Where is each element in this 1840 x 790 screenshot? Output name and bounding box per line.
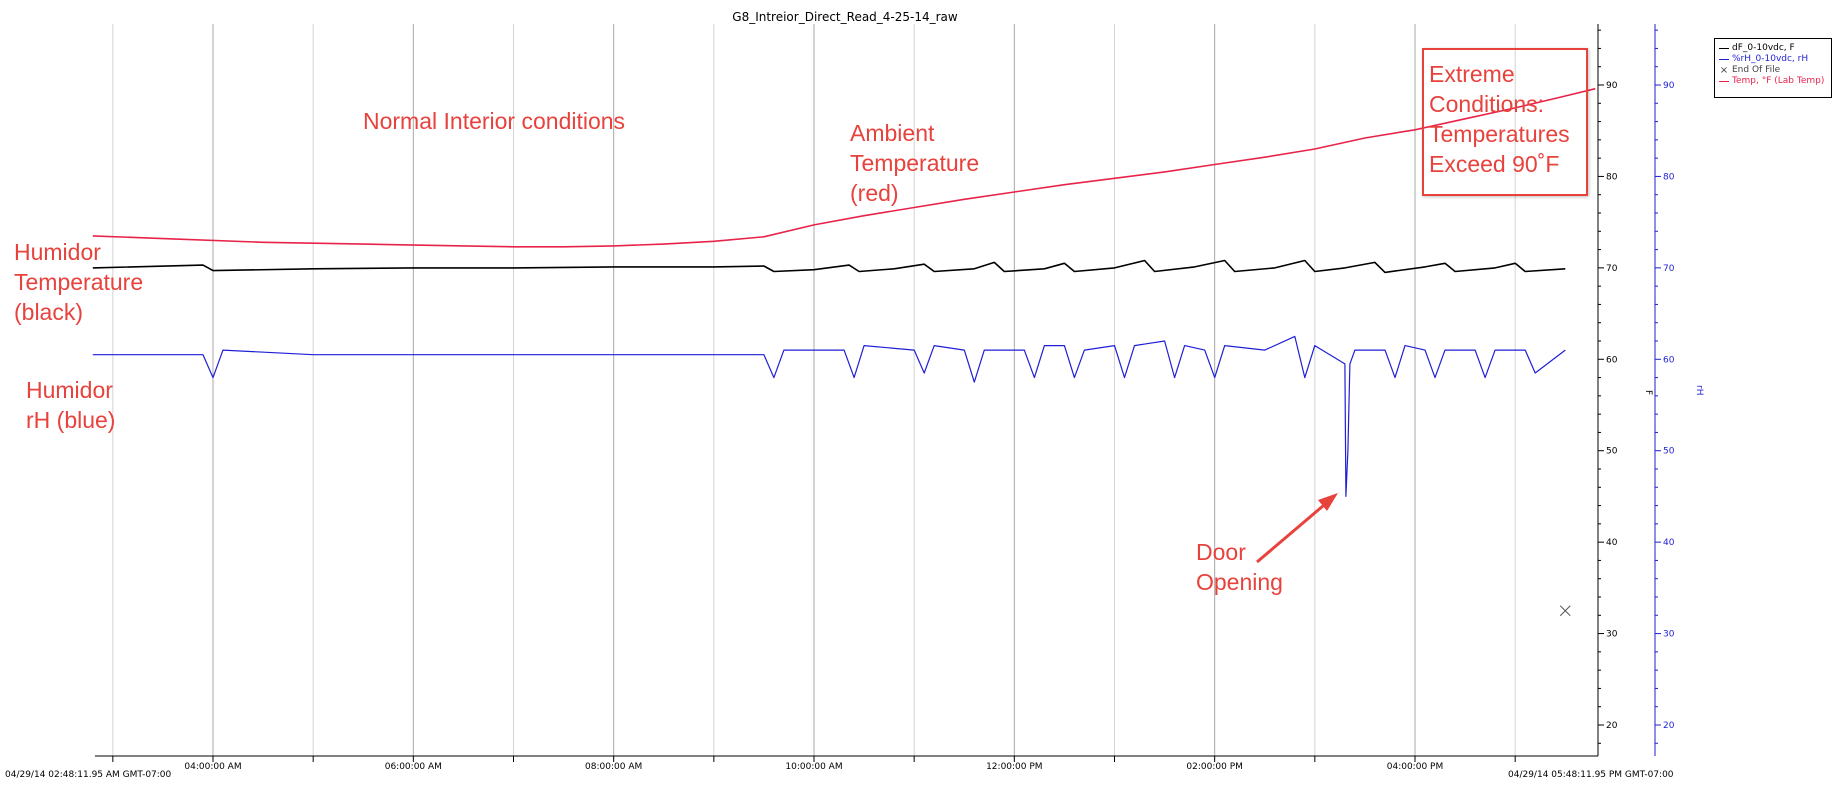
legend-swatch-black: [1719, 48, 1729, 49]
annotation-normal: Normal Interior conditions: [363, 108, 626, 134]
annotation-extreme: Extreme Conditions: Temperatures Exceed …: [1429, 61, 1570, 177]
annotation-humidor-temperature: Humidor Temperature (black): [14, 239, 144, 325]
y-tick-label: 80: [1606, 172, 1618, 182]
axes: [95, 24, 1661, 762]
x-tick-label: 02:00:00 PM: [1186, 762, 1242, 772]
series-lines: [92, 87, 1596, 617]
annotation-humidor-rh: Humidor rH (blue): [26, 377, 116, 433]
right-axis-label: rH: [1694, 385, 1704, 395]
legend-entry-eof: × End Of File: [1719, 65, 1827, 76]
legend-label: End Of File: [1732, 65, 1781, 75]
y-tick-label: 40: [1606, 538, 1618, 548]
y-tick-labels: 20 20 30 30 40 40 50 50 60 60 70 70 80 80 90 90 F rH: [1606, 81, 1704, 731]
x-tick-labels: 04:00:00 AM 06:00:00 AM 08:00:00 AM 10:00:0…: [184, 762, 1443, 772]
y-tick-label: 90: [1606, 81, 1618, 91]
y-tick-label: 70: [1606, 264, 1618, 274]
legend-label: dF_0-10vdc, F: [1732, 43, 1795, 53]
legend-entry-df: dF_0-10vdc, F: [1719, 43, 1827, 54]
y-tick-label: 30: [1606, 630, 1618, 640]
rh-y-tick-label: 20: [1663, 721, 1675, 731]
annotation-ambient: Ambient Temperature (red): [850, 120, 980, 206]
x-mark-icon: ×: [1719, 64, 1729, 76]
annotation-door-opening: Door Opening: [1196, 539, 1283, 595]
rh-y-tick-label: 60: [1663, 355, 1675, 365]
temp-series-line: [92, 87, 1596, 248]
vertical-gridlines: [112, 24, 1516, 756]
rh-y-tick-label: 40: [1663, 538, 1675, 548]
legend-entry-temp: Temp, °F (Lab Temp): [1719, 76, 1827, 87]
x-tick-label: 10:00:00 AM: [785, 762, 842, 772]
legend-swatch-blue: [1719, 59, 1729, 60]
x-tick-label: 06:00:00 AM: [385, 762, 442, 772]
rh-y-tick-label: 80: [1663, 172, 1675, 182]
legend: dF_0-10vdc, F %rH_0-10vdc, rH × End Of Fi…: [1714, 38, 1832, 98]
rh-y-tick-label: 90: [1663, 81, 1675, 91]
x-tick-label: 04:00:00 AM: [184, 762, 241, 772]
legend-label: Temp, °F (Lab Temp): [1732, 76, 1825, 86]
y-tick-label: 20: [1606, 721, 1618, 731]
x-end-timestamp: 04/29/14 05:48:11.95 PM GMT-07:00: [1508, 770, 1674, 780]
y-tick-label: 60: [1606, 355, 1618, 365]
x-tick-label: 08:00:00 AM: [585, 762, 642, 772]
humidor-temp-series-line: [92, 259, 1566, 274]
legend-label: %rH_0-10vdc, rH: [1732, 54, 1809, 64]
extreme-conditions-box: [1422, 48, 1588, 196]
end-of-file-marker: [1559, 605, 1571, 617]
rh-y-tick-label: 30: [1663, 630, 1675, 640]
door-opening-arrow: [1256, 493, 1338, 564]
legend-swatch-red: [1719, 81, 1729, 82]
rh-y-tick-label: 50: [1663, 447, 1675, 457]
legend-entry-rh: %rH_0-10vdc, rH: [1719, 54, 1827, 65]
x-tick-label: 12:00:00 PM: [986, 762, 1042, 772]
left-axis-label: F: [1643, 390, 1653, 395]
y-tick-label: 50: [1606, 447, 1618, 457]
x-tick-label: 04:00:00 PM: [1387, 762, 1443, 772]
rh-y-tick-label: 70: [1663, 264, 1675, 274]
chart-title: G8_Intreior_Direct_Read_4-25-14_raw: [732, 10, 958, 24]
x-start-timestamp: 04/29/14 02:48:11.95 AM GMT-07:00: [5, 770, 172, 780]
humidor-rh-series-line: [92, 335, 1566, 497]
